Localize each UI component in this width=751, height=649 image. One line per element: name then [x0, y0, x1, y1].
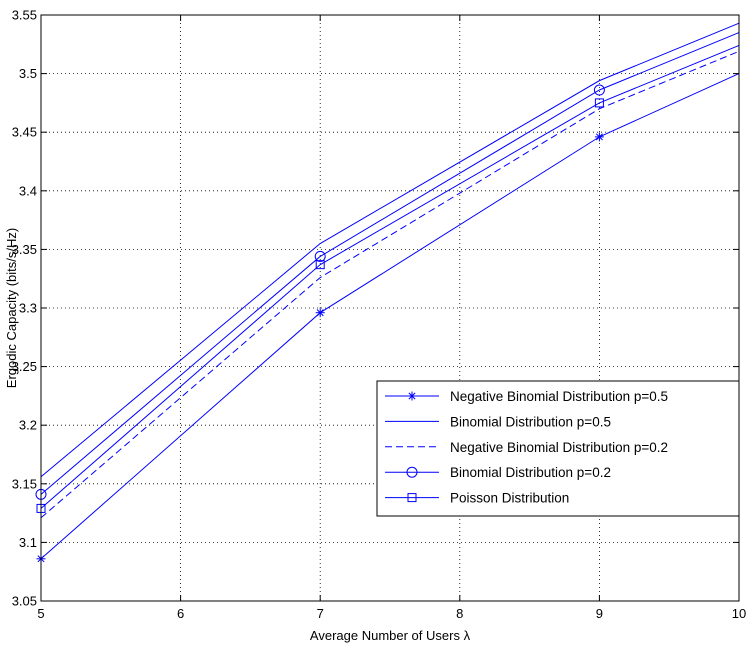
legend-item: Binomial Distribution p=0.2: [385, 465, 611, 480]
series-line: [40, 73, 740, 560]
x-axis-label: Average Number of Users λ: [310, 628, 471, 643]
x-tick-label: 9: [596, 606, 603, 621]
x-tick-label: 7: [317, 606, 324, 621]
series-line: [40, 32, 740, 495]
x-tick-label: 6: [177, 606, 184, 621]
y-tick-label: 3.3: [19, 301, 37, 316]
y-axis-label: Ergodic Capacity (bits/s/Hz): [4, 228, 19, 388]
y-tick-label: 3.35: [12, 242, 37, 257]
y-tick-label: 3.4: [19, 183, 37, 198]
legend-label: Binomial Distribution p=0.2: [450, 465, 611, 480]
data-point: [315, 260, 325, 270]
y-tick-label: 3.15: [12, 476, 37, 491]
data-point: [314, 250, 326, 262]
series-lines: [35, 22, 740, 564]
y-tick-label: 3.5: [19, 66, 37, 81]
data-point: [315, 308, 325, 318]
series-line: [40, 50, 740, 519]
legend-item: Negative Binomial Distribution p=0.2: [385, 440, 668, 455]
legend-marker: [406, 466, 418, 478]
y-tick-label: 3.25: [12, 359, 37, 374]
legend-label: Poisson Distribution: [450, 491, 569, 506]
legend-item: Negative Binomial Distribution p=0.5: [385, 389, 668, 404]
y-tick-label: 3.1: [19, 535, 37, 550]
x-tick-label: 5: [37, 606, 44, 621]
legend-label: Binomial Distribution p=0.5: [450, 414, 611, 429]
x-tick-label: 10: [732, 606, 746, 621]
y-tick-label: 3.55: [12, 8, 37, 23]
legend-item: Binomial Distribution p=0.5: [385, 414, 611, 429]
x-tick-label: 8: [456, 606, 463, 621]
data-point: [594, 98, 604, 108]
series-3: [40, 50, 740, 519]
legend-items: Negative Binomial Distribution p=0.5 Bino…: [385, 389, 668, 506]
legend-label: Negative Binomial Distribution p=0.2: [450, 440, 668, 455]
legend-label: Negative Binomial Distribution p=0.5: [450, 389, 668, 404]
data-point: [594, 132, 604, 142]
y-tick-labels: 3.05 3.1 3.15 3.2 3.25 3.3 3.35 3.4 3.45 3.5 3.55: [12, 8, 37, 609]
x-tick-labels: 5 6 7 8 9 10: [37, 606, 746, 621]
legend-marker: [407, 493, 417, 503]
y-tick-label: 3.45: [12, 125, 37, 140]
series-line: [40, 45, 740, 509]
legend: Negative Binomial Distribution p=0.5 Bino…: [376, 380, 740, 517]
data-point: [593, 84, 605, 96]
series-line: [40, 22, 740, 478]
y-tick-label: 3.05: [12, 594, 37, 609]
y-tick-label: 3.2: [19, 418, 37, 433]
legend-item: Poisson Distribution: [385, 491, 569, 506]
legend-marker: [407, 391, 417, 401]
series-2: [40, 22, 740, 478]
legend-box: [376, 380, 740, 517]
